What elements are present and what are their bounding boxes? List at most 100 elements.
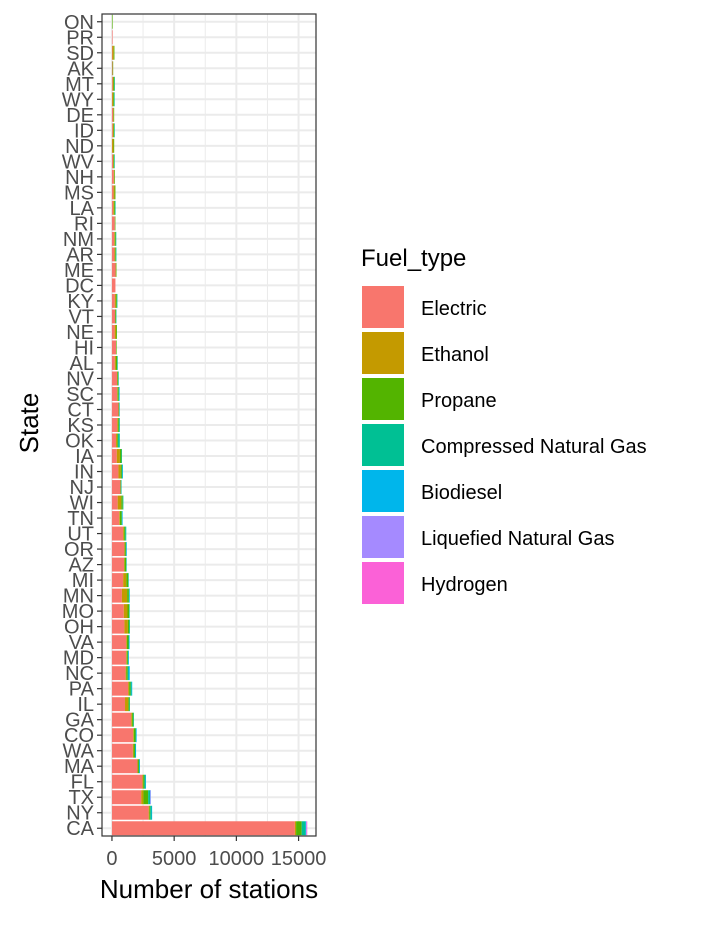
bar-segment — [111, 511, 120, 526]
y-tick-label: CT — [67, 399, 94, 421]
bar-segment — [114, 324, 117, 339]
bar-segment — [111, 557, 125, 572]
bar-segment — [134, 743, 136, 758]
y-tick-label: NJ — [70, 477, 94, 499]
bar-segment — [111, 495, 118, 510]
bar-segment — [144, 774, 146, 789]
bar-segment — [129, 588, 130, 603]
bar-segment — [113, 107, 114, 122]
bar-segment — [113, 169, 115, 184]
bar-segment — [123, 604, 128, 619]
bar-segment — [117, 387, 119, 401]
bar-segment — [129, 604, 130, 619]
bar-segment — [111, 216, 115, 231]
bar-segment — [111, 14, 113, 29]
bar-segment — [111, 635, 127, 650]
bar-segment — [115, 309, 117, 324]
bar-segment — [127, 604, 130, 619]
y-tick-label: RI — [74, 213, 94, 235]
bar-segment — [301, 821, 306, 836]
bar-segment — [143, 790, 149, 805]
bar-segment — [111, 759, 138, 774]
bar-segment — [120, 464, 122, 479]
y-tick-label: ON — [64, 12, 94, 34]
bar-segment — [111, 821, 295, 836]
bar-segment — [131, 681, 133, 696]
bar-segment — [294, 821, 297, 836]
bar-segment — [114, 200, 115, 215]
bar-segment — [111, 712, 132, 727]
x-tick-label: 15000 — [271, 848, 327, 870]
bar-segment — [111, 61, 113, 76]
bar-segment — [124, 542, 125, 557]
bar-segment — [127, 666, 129, 681]
y-tick-label: SC — [66, 384, 94, 406]
bar-segment — [306, 821, 307, 836]
bar-segment — [133, 743, 135, 758]
bar-segment — [129, 697, 130, 712]
bar-segment — [117, 355, 118, 370]
bar-segment — [116, 324, 117, 339]
bar-segment — [142, 774, 144, 789]
bar-segment — [111, 573, 124, 588]
bar-segment — [111, 107, 114, 122]
bar-segment — [114, 92, 115, 107]
bar-segment — [111, 309, 116, 324]
y-tick-label: KY — [67, 291, 94, 313]
x-axis-title: Number of stations — [100, 874, 318, 904]
bar-segment — [118, 418, 120, 432]
y-tick-label: VA — [69, 632, 95, 654]
y-tick-label: NH — [65, 167, 94, 189]
y-tick-label: SD — [66, 43, 94, 65]
bar-segment — [135, 728, 137, 743]
bar-segment — [112, 123, 114, 138]
bar-segment — [111, 464, 119, 479]
bar-segment — [111, 697, 126, 712]
bar-segment — [111, 200, 114, 215]
bar-segment — [111, 588, 122, 603]
bar-segment — [306, 821, 308, 836]
bar-segment — [119, 511, 122, 526]
y-axis-title: State — [14, 393, 44, 454]
bar-segment — [114, 247, 116, 262]
bar-segment — [116, 433, 118, 448]
y-tick-label: DE — [66, 105, 94, 127]
bar-segment — [117, 387, 118, 401]
bar-segment — [296, 821, 302, 836]
bar-segment — [111, 293, 115, 308]
bar-segment — [111, 247, 115, 262]
bar-segment — [113, 154, 114, 169]
bar-segment — [114, 216, 116, 231]
y-tick-label: MO — [62, 601, 94, 623]
bar-segment — [132, 712, 134, 727]
y-tick-label: LA — [70, 198, 95, 220]
bar-segment — [150, 790, 151, 805]
x-tick-label: 5000 — [152, 848, 197, 870]
bar-segment — [136, 728, 137, 743]
bar-segment — [128, 573, 129, 588]
bar-segment — [117, 433, 119, 448]
bar-segment — [126, 542, 127, 557]
bar-segment — [128, 635, 130, 650]
bar-segment — [115, 247, 116, 262]
bar-segment — [135, 743, 137, 758]
legend-key — [362, 470, 404, 512]
bar-segment — [145, 774, 147, 789]
bar-segment — [113, 123, 115, 138]
bar-segment — [111, 681, 129, 696]
bar-segment — [111, 324, 115, 339]
y-tick-label: TX — [68, 787, 94, 809]
y-tick-label: MN — [63, 586, 94, 608]
bar-segment — [115, 231, 117, 246]
y-tick-label: NV — [66, 368, 94, 390]
bar-segment — [127, 650, 129, 665]
y-tick-label: GA — [65, 710, 95, 732]
bar-segment — [126, 573, 129, 588]
bar-segment — [141, 790, 144, 805]
bar-segment — [114, 154, 115, 169]
bar-segment — [121, 449, 123, 463]
legend-title: Fuel_type — [361, 245, 466, 272]
x-tick-label: 0 — [106, 848, 117, 870]
bar-segment — [111, 92, 113, 107]
